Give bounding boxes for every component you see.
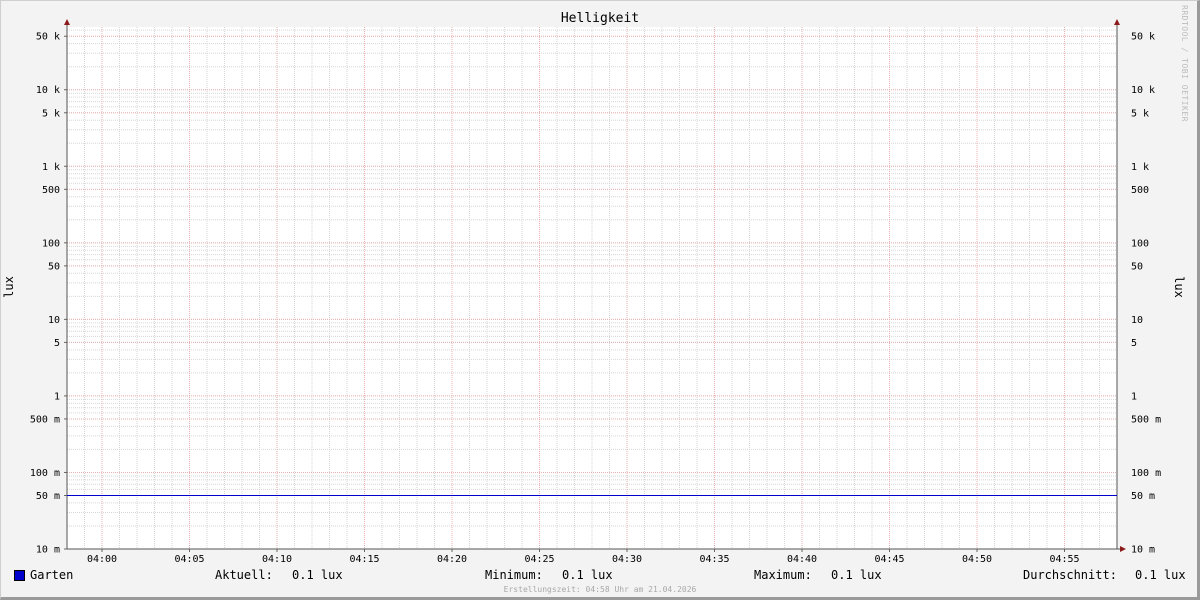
y-tick-label-left: 100 [42,238,60,249]
y-tick-label-right: 100 [1131,238,1149,249]
y-tick-label-right: 50 m [1131,491,1155,502]
y-tick-label-left: 10 m [36,545,60,556]
x-tick-label: 04:15 [349,554,379,565]
y-tick-label-right: 500 [1131,185,1149,196]
y-tick-label-left: 5 k [42,108,60,119]
x-tick-label: 04:25 [524,554,554,565]
y-tick-label-right: 5 k [1131,108,1149,119]
y-tick-label-left: 500 m [30,414,60,425]
y-axis-arrow-right [1114,19,1120,25]
chart-title: Helligkeit [560,11,640,26]
y-tick-label-right: 5 [1131,338,1137,349]
y-tick-label-right: 50 [1131,261,1143,272]
y-tick-label-left: 10 [48,315,60,326]
y-tick-label-left: 1 k [42,162,60,173]
y-tick-label-left: 50 m [36,491,60,502]
y-tick-label-right: 10 [1131,315,1143,326]
y-tick-label-right: 50 k [1131,32,1155,43]
rrdtool-watermark: RRDTOOL / TOBI OETIKER [1180,5,1189,122]
legend-minimum-label: Minimum: [485,568,543,582]
footer-timestamp: Erstellungszeit: 04:58 Uhr am 21.04.2026 [503,585,697,594]
x-axis-arrow [1120,546,1126,552]
legend-aktuell-value: 0.1 lux [292,568,343,582]
y-tick-label-right: 500 m [1131,414,1161,425]
legend-durchschnitt-value: 0.1 lux [1135,568,1186,582]
x-tick-label: 04:55 [1049,554,1079,565]
legend-minimum-value: 0.1 lux [562,568,613,582]
legend-series-name: Garten [30,568,74,582]
y-tick-label-left: 1 [54,391,60,402]
x-tick-label: 04:30 [612,554,642,565]
x-tick-label: 04:35 [699,554,729,565]
x-tick-label: 04:10 [262,554,292,565]
y-tick-label-left: 50 [48,261,60,272]
y-tick-label-right: 1 k [1131,162,1149,173]
x-tick-label: 04:40 [787,554,817,565]
y-tick-label-right: 100 m [1131,468,1161,479]
y-tick-label-left: 500 [42,185,60,196]
y-tick-label-left: 10 k [36,85,60,96]
legend-maximum-value: 0.1 lux [831,568,882,582]
x-tick-label: 04:45 [874,554,904,565]
y-tick-label-right: 10 k [1131,85,1155,96]
y-axis-arrow-left [64,19,70,25]
x-tick-label: 04:50 [962,554,992,565]
legend-durchschnitt-label: Durchschnitt: [1023,568,1117,582]
y-tick-label-left: 5 [54,338,60,349]
y-tick-label-right: 10 m [1131,545,1155,556]
legend-maximum-label: Maximum: [754,568,812,582]
y-tick-label-left: 50 k [36,32,60,43]
x-tick-label: 04:00 [87,554,117,565]
y-tick-label-right: 1 [1131,391,1137,402]
y-axis-label-left: lux [1,276,16,298]
legend-aktuell-label: Aktuell: [215,568,273,582]
x-tick-label: 04:20 [437,554,467,565]
y-tick-label-left: 100 m [30,468,60,479]
legend-swatch-garten [14,570,25,581]
x-tick-label: 04:05 [174,554,204,565]
y-axis-label-right: lux [1171,276,1186,298]
